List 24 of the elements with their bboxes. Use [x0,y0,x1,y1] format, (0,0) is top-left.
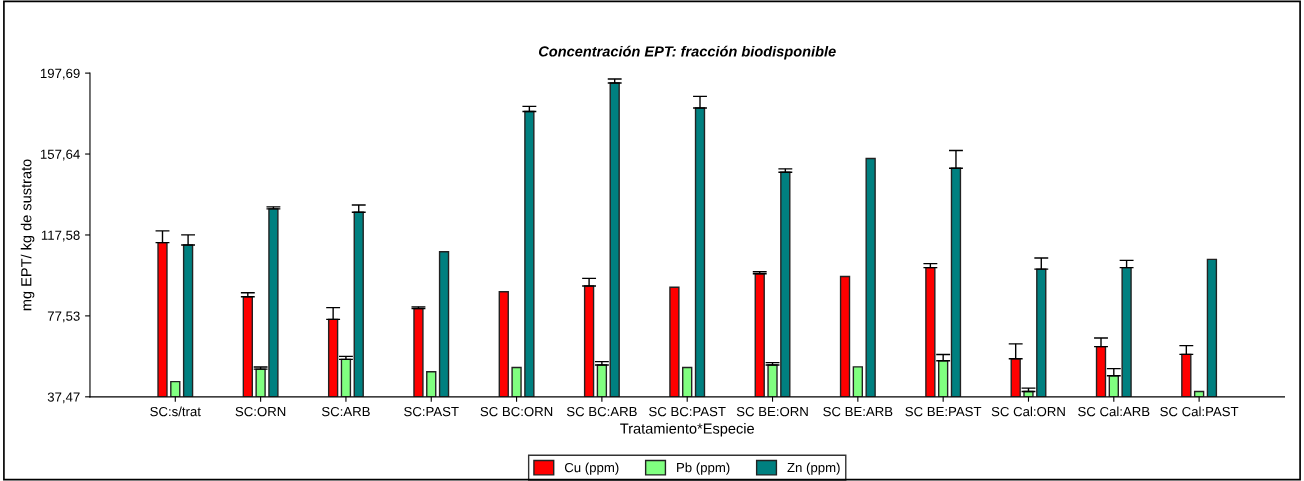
x-tick-label: SC:ARB [321,406,370,417]
x-tick-label: SC BE:ORN [736,406,808,417]
x-axis-title: Tratamiento*Especie [620,423,754,437]
x-tick-label: SC BE:PAST [905,406,982,417]
y-tick-label: 117,58 [41,230,80,242]
x-tick-label: SC BC:ARB [566,406,637,417]
x-tick-label: SC Cal:ORN [991,406,1065,417]
x-tick-label: SC BC:PAST [649,406,726,417]
y-tick-label: 37,47 [47,392,80,404]
y-tick-label: 157,64 [40,149,80,161]
x-tick-label: SC BC:ORN [480,406,553,417]
y-axis-title: mg EPT/ kg de sustrato [20,159,35,311]
y-tick-label: 197,69 [40,68,80,80]
y-tick-label: 77,53 [47,311,80,323]
legend-label: Zn (ppm) [787,462,840,475]
x-tick-label: SC Cal:PAST [1160,406,1239,417]
legend-label: Pb (ppm) [677,462,730,475]
chart-title: Concentración EPT: fracción biodisponible [538,45,836,60]
x-tick-label: SC BE:ARB [823,406,893,417]
x-tick-label: SC Cal:ARB [1078,406,1150,417]
x-tick-label: SC:ORN [235,406,286,417]
x-tick-label: SC:PAST [404,406,459,417]
x-tick-label: SC:s/trat [150,406,201,417]
legend-label: Cu (ppm) [564,462,619,475]
